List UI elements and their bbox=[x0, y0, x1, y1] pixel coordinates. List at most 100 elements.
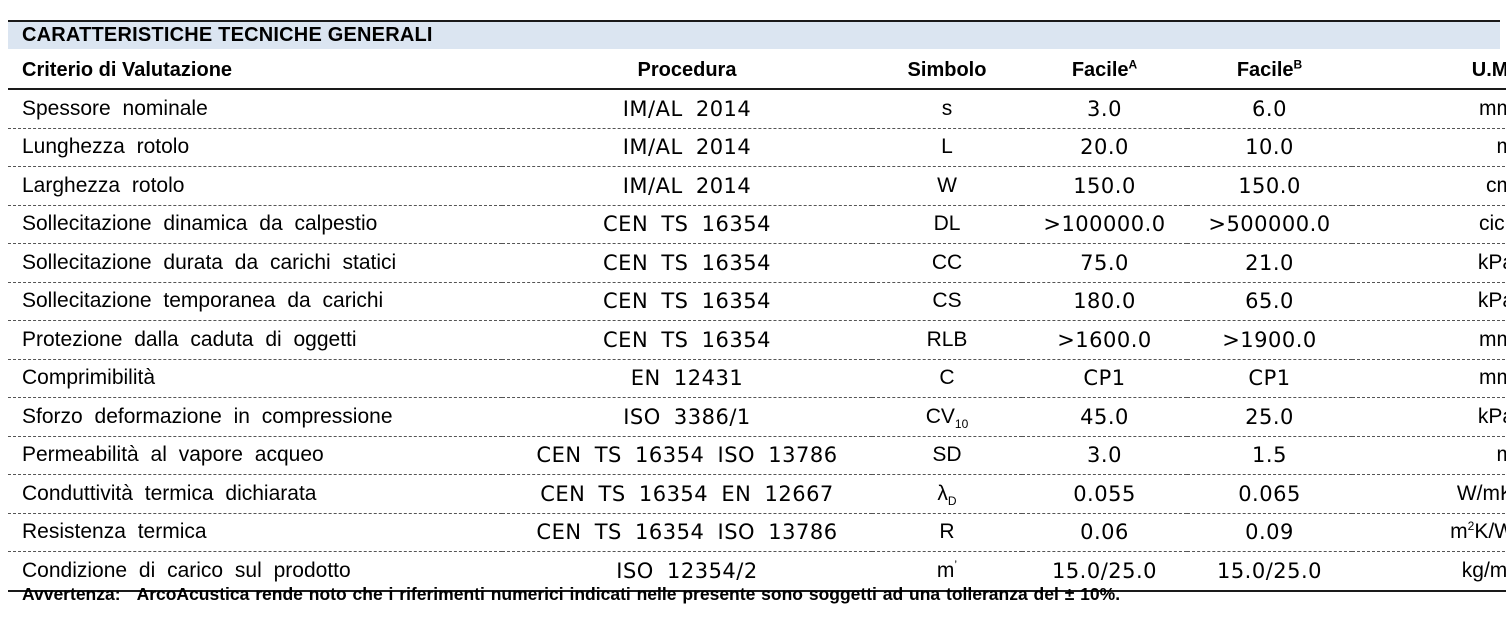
cell-criterio: Condizione di carico sul prodotto bbox=[8, 551, 502, 592]
cell-facile-a: CP1 bbox=[1022, 359, 1187, 398]
cell-simbolo: L bbox=[872, 128, 1022, 167]
simbolo-subscript: D bbox=[947, 493, 957, 508]
cell-facile-a: 0.06 bbox=[1022, 513, 1187, 552]
cell-simbolo: CC bbox=[872, 243, 1022, 283]
cell-criterio: Sollecitazione dinamica da calpestio bbox=[8, 205, 502, 244]
cell-facile-a: >1600.0 bbox=[1022, 320, 1187, 360]
cell-facile-b: CP1 bbox=[1187, 359, 1352, 398]
cell-procedura: IM/AL 2014 bbox=[502, 128, 872, 167]
cell-criterio: Protezione dalla caduta di oggetti bbox=[8, 320, 502, 360]
header-facile-a: FacileA bbox=[1022, 52, 1187, 90]
simbolo-main: L bbox=[941, 135, 953, 159]
um-main: m bbox=[1496, 135, 1506, 159]
simbolo-main: C bbox=[939, 366, 955, 390]
cell-um: m bbox=[1352, 128, 1506, 167]
table-row: Permeabilità al vapore acqueo CEN TS 1635… bbox=[8, 436, 1506, 475]
um-main: cm bbox=[1486, 173, 1506, 197]
cell-facile-b: >500000.0 bbox=[1187, 205, 1352, 244]
cell-facile-a: 15.0/25.0 bbox=[1022, 551, 1187, 592]
cell-facile-b: >1900.0 bbox=[1187, 320, 1352, 360]
cell-um: cicli bbox=[1352, 205, 1506, 244]
simbolo-main: CS bbox=[932, 289, 962, 313]
header-facile-b-sup: B bbox=[1293, 56, 1303, 71]
um-main: kPa bbox=[1477, 289, 1506, 313]
cell-procedura: CEN TS 16354 bbox=[502, 320, 872, 360]
cell-procedura: CEN TS 16354 ISO 13786 bbox=[502, 436, 872, 475]
cell-simbolo: CV10 bbox=[872, 397, 1022, 437]
cell-procedura: IM/AL 2014 bbox=[502, 166, 872, 206]
table-row: Sollecitazione durata da carichi statici… bbox=[8, 243, 1506, 283]
um-main: kg/m bbox=[1461, 558, 1506, 582]
disclaimer-note: Avvertenza: ArcoAcustica rende noto che i… bbox=[22, 584, 1120, 605]
cell-procedura: ISO 12354/2 bbox=[502, 551, 872, 592]
spec-table: Criterio di Valutazione Procedura Simbol… bbox=[8, 52, 1506, 592]
table-row: Protezione dalla caduta di oggetti CEN TS… bbox=[8, 320, 1506, 360]
cell-um: cm bbox=[1352, 166, 1506, 206]
cell-facile-a: 3.0 bbox=[1022, 436, 1187, 475]
cell-facile-a: 180.0 bbox=[1022, 282, 1187, 321]
table-row: Conduttività termica dichiarata CEN TS 16… bbox=[8, 474, 1506, 514]
cell-simbolo: R bbox=[872, 513, 1022, 552]
simbolo-main: s bbox=[941, 96, 953, 120]
disclaimer-label: Avvertenza: bbox=[22, 584, 121, 604]
cell-um: mm bbox=[1352, 359, 1506, 398]
um-main: m bbox=[1450, 520, 1468, 544]
cell-simbolo: C bbox=[872, 359, 1022, 398]
um-main: m bbox=[1496, 443, 1506, 467]
table-row: Resistenza termica CEN TS 16354 ISO 13786… bbox=[8, 513, 1506, 552]
cell-um: m2K/W bbox=[1352, 513, 1506, 552]
simbolo-main: λ bbox=[937, 481, 948, 505]
cell-criterio: Resistenza termica bbox=[8, 513, 502, 552]
cell-um: kPa bbox=[1352, 243, 1506, 283]
header-simbolo: Simbolo bbox=[872, 52, 1022, 90]
cell-um: mm bbox=[1352, 89, 1506, 129]
cell-criterio: Sforzo deformazione in compressione bbox=[8, 397, 502, 437]
header-procedura: Procedura bbox=[502, 52, 872, 90]
cell-simbolo: λD bbox=[872, 474, 1022, 514]
cell-facile-b: 15.0/25.0 bbox=[1187, 551, 1352, 592]
header-criterio: Criterio di Valutazione bbox=[8, 52, 502, 90]
table-row: Sforzo deformazione in compressione ISO 3… bbox=[8, 397, 1506, 437]
simbolo-main: DL bbox=[933, 212, 961, 236]
cell-procedura: ISO 3386/1 bbox=[502, 397, 872, 437]
cell-um: kPa bbox=[1352, 282, 1506, 321]
cell-simbolo: m’ bbox=[872, 551, 1022, 592]
table-row: Larghezza rotolo IM/AL 2014 W 150.0 150.0 cm bbox=[8, 166, 1506, 206]
table-row: Spessore nominale IM/AL 2014 s 3.0 6.0 mm bbox=[8, 89, 1506, 129]
spec-table-body: Spessore nominale IM/AL 2014 s 3.0 6.0 mm Lung… bbox=[8, 89, 1506, 592]
um-superscript: 2 bbox=[1467, 519, 1475, 534]
cell-simbolo: W bbox=[872, 166, 1022, 206]
cell-simbolo: RLB bbox=[872, 320, 1022, 360]
cell-criterio: Spessore nominale bbox=[8, 89, 502, 129]
cell-criterio: Conduttività termica dichiarata bbox=[8, 474, 502, 514]
cell-procedura: EN 12431 bbox=[502, 359, 872, 398]
cell-criterio: Larghezza rotolo bbox=[8, 166, 502, 206]
simbolo-main: R bbox=[939, 520, 955, 544]
cell-um: kg/m2 bbox=[1352, 551, 1506, 592]
cell-facile-a: >100000.0 bbox=[1022, 205, 1187, 244]
cell-procedura: CEN TS 16354 bbox=[502, 243, 872, 283]
um-rest: K/W bbox=[1474, 520, 1506, 544]
table-row: Condizione di carico sul prodotto ISO 123… bbox=[8, 551, 1506, 592]
cell-facile-b: 21.0 bbox=[1187, 243, 1352, 283]
simbolo-main: m bbox=[936, 558, 955, 582]
simbolo-main: SD bbox=[932, 443, 962, 467]
cell-criterio: Comprimibilità bbox=[8, 359, 502, 398]
simbolo-main: RLB bbox=[926, 327, 968, 351]
cell-criterio: Lunghezza rotolo bbox=[8, 128, 502, 167]
cell-facile-b: 0.09 bbox=[1187, 513, 1352, 552]
um-main: cicli bbox=[1479, 212, 1506, 236]
cell-um: W/mK bbox=[1352, 474, 1506, 514]
simbolo-main: W bbox=[937, 173, 957, 197]
table-row: Sollecitazione temporanea da carichi CEN … bbox=[8, 282, 1506, 321]
cell-simbolo: CS bbox=[872, 282, 1022, 321]
cell-um: kPa bbox=[1352, 397, 1506, 437]
cell-facile-b: 10.0 bbox=[1187, 128, 1352, 167]
cell-procedura: IM/AL 2014 bbox=[502, 89, 872, 129]
cell-procedura: CEN TS 16354 EN 12667 bbox=[502, 474, 872, 514]
cell-criterio: Permeabilità al vapore acqueo bbox=[8, 436, 502, 475]
header-facile-b-label: Facile bbox=[1236, 58, 1294, 81]
simbolo-superscript: ’ bbox=[954, 557, 958, 572]
cell-facile-a: 150.0 bbox=[1022, 166, 1187, 206]
